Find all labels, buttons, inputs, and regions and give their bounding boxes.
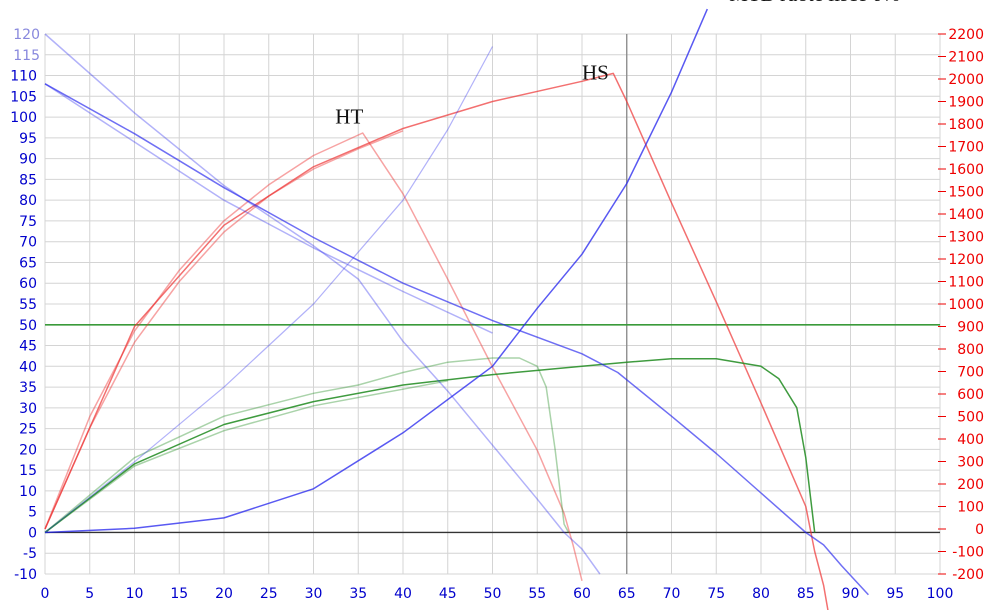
y-left-tick-label-1: -5	[23, 546, 37, 562]
grid	[44, 33, 941, 575]
y-right-tick-label-11: 900	[957, 320, 984, 336]
y-left-tick-label-8: 30	[19, 401, 37, 417]
y-right-tick-label-13: 1100	[948, 275, 984, 291]
y-left-tick-label-17: 75	[19, 214, 37, 230]
x-tick-label-19: 95	[886, 586, 904, 602]
y-left-tick-label-6: 20	[19, 442, 37, 458]
y-left-tick-label-26: 120	[13, 27, 40, 43]
y-left-tick-labels: -10 -5 0 5 10 15 20 25 30 35 40 45 50 55 60 65 70 75 80 85 9…	[10, 27, 40, 583]
y-left-tick-label-22: 100	[10, 110, 37, 126]
series-layer	[44, 8, 869, 610]
series-red-hs	[44, 72, 829, 610]
y-left-tick-label-25: 115	[13, 48, 40, 64]
series-blue-0pct	[44, 8, 708, 534]
x-tick-label-7: 35	[349, 586, 367, 602]
y-right-tick-label-5: 300	[957, 455, 984, 471]
x-tick-label-12: 60	[573, 586, 591, 602]
y-right-tick-labels: -200 -100 0 100 200 300 400 500 600 700 800 900 1000…	[938, 27, 984, 583]
y-right-tick-label-3: 100	[957, 500, 984, 516]
y-right-tick-label-19: 1700	[948, 140, 984, 156]
y-left-tick-label-24: 110	[10, 69, 37, 85]
x-tick-label-16: 80	[752, 586, 770, 602]
y-right-tick-label-23: 2100	[948, 50, 984, 66]
y-right-tick-label-12: 1000	[948, 297, 984, 313]
y-left-tick-label-20: 90	[19, 152, 37, 168]
y-right-tick-label-8: 600	[957, 387, 984, 403]
y-left-tick-label-14: 60	[19, 276, 37, 292]
y-left-tick-label-5: 15	[19, 463, 37, 479]
y-right-tick-label-14: 1200	[948, 252, 984, 268]
y-left-tick-label-9: 35	[19, 380, 37, 396]
x-tick-label-0: 0	[41, 586, 50, 602]
y-left-tick-label-13: 55	[19, 297, 37, 313]
x-tick-label-15: 75	[707, 586, 725, 602]
y-right-tick-label-0: -200	[952, 567, 984, 583]
x-tick-label-17: 85	[797, 586, 815, 602]
y-right-tick-label-18: 1600	[948, 162, 984, 178]
y-left-tick-label-19: 85	[19, 172, 37, 188]
series-blue-ht	[44, 33, 601, 575]
x-tick-label-18: 90	[842, 586, 860, 602]
reference-lines	[45, 34, 940, 574]
x-tick-label-4: 20	[215, 586, 233, 602]
y-right-tick-label-16: 1400	[948, 207, 984, 223]
y-left-tick-label-12: 50	[19, 318, 37, 334]
y-left-tick-label-18: 80	[19, 193, 37, 209]
y-left-tick-label-7: 25	[19, 422, 37, 438]
annotation-2: HS	[582, 61, 609, 85]
y-left-tick-label-16: 70	[19, 235, 37, 251]
x-tick-label-3: 15	[170, 586, 188, 602]
y-right-tick-label-9: 700	[957, 365, 984, 381]
y-right-tick-label-22: 2000	[948, 72, 984, 88]
x-tick-label-6: 30	[305, 586, 323, 602]
y-right-tick-label-4: 200	[957, 477, 984, 493]
y-right-tick-label-24: 2200	[948, 27, 984, 43]
y-right-tick-label-7: 500	[957, 410, 984, 426]
y-right-tick-label-10: 800	[957, 342, 984, 358]
x-tick-label-11: 55	[528, 586, 546, 602]
x-tick-label-13: 65	[618, 586, 636, 602]
y-left-tick-label-0: -10	[14, 567, 37, 583]
x-tick-label-5: 25	[260, 586, 278, 602]
y-right-tick-label-17: 1500	[948, 185, 984, 201]
x-tick-label-14: 70	[663, 586, 681, 602]
x-tick-label-2: 10	[126, 586, 144, 602]
y-left-tick-label-21: 95	[19, 131, 37, 147]
x-tick-label-20: 100	[927, 586, 954, 602]
y-right-tick-label-15: 1300	[948, 230, 984, 246]
y-right-tick-label-21: 1900	[948, 95, 984, 111]
y-right-tick-label-20: 1800	[948, 117, 984, 133]
y-left-tick-label-23: 105	[10, 89, 37, 105]
x-tick-label-1: 5	[85, 586, 94, 602]
y-right-tick-label-6: 400	[957, 432, 984, 448]
annotation-1: MTB ruote lisce 0%	[729, 0, 900, 6]
x-tick-labels: 0 5 10 15 20 25 30 35 40 45 50 55 60 65 70 75 80 85 90 95 10…	[41, 586, 954, 602]
y-left-tick-label-15: 65	[19, 255, 37, 271]
series-red-ht2	[44, 130, 404, 530]
series-green-ht2	[44, 380, 448, 534]
series-green-hs	[44, 358, 816, 534]
y-left-tick-label-4: 10	[19, 484, 37, 500]
x-tick-label-10: 50	[484, 586, 502, 602]
annotation-3: HT	[335, 104, 363, 128]
series-green-ht	[44, 357, 570, 534]
y-right-tick-label-2: 0	[975, 522, 984, 538]
y-left-tick-label-2: 0	[28, 525, 37, 541]
y-left-tick-label-10: 40	[19, 359, 37, 375]
series-red-ht	[44, 132, 583, 581]
x-tick-label-8: 40	[394, 586, 412, 602]
x-tick-label-9: 45	[439, 586, 457, 602]
y-left-tick-label-3: 5	[28, 505, 37, 521]
annotations: MTB ruote lisce 15%MTB ruote lisce 0%HSH…	[335, 0, 900, 128]
series-blue-15pct	[44, 46, 494, 533]
y-left-tick-label-11: 45	[19, 339, 37, 355]
series-blue-ht2	[44, 83, 493, 334]
series-blue-hs	[44, 83, 869, 596]
y-right-tick-label-1: -100	[952, 545, 984, 561]
